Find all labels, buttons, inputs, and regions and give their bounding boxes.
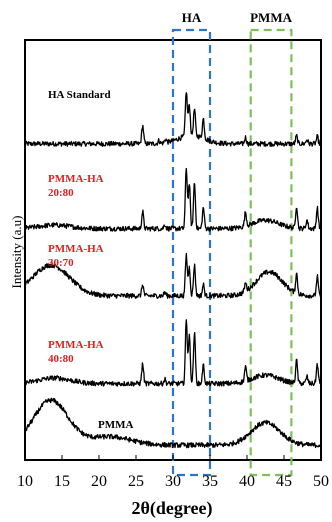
series-label-line: 30:70 [48,257,74,269]
y-axis-label: Intensity (a.u) [9,216,24,289]
series-label-line: 40:80 [48,353,74,365]
x-axis-label: 2θ(degree) [131,498,212,519]
highlight-region-label: HA [182,10,202,25]
series-trace [24,397,322,449]
series-label: HA Standard [48,89,111,101]
series-label: PMMA-HA 40:80 [48,339,104,365]
series-label: PMMA-HA 30:70 [48,243,104,269]
highlight-region-box [249,28,293,477]
series-trace [24,319,322,387]
series-label-line: PMMA-HA [48,339,104,351]
x-tick-label: 25 [128,473,144,490]
series-label: PMMA-HA 20:80 [48,173,104,199]
x-tick-label: 50 [313,473,329,490]
highlight-region-label: PMMA [250,10,292,25]
x-tick-label: 35 [202,473,218,490]
series-label-line: HA Standard [48,89,111,101]
highlight-region-box [171,28,212,477]
series-label: PMMA [98,419,133,431]
series-trace [24,92,322,147]
x-tick-label: 40 [239,473,255,490]
x-tick-label: 20 [91,473,107,490]
series-trace [24,167,322,232]
x-tick-label: 45 [276,473,292,490]
x-tick-label: 30 [165,473,181,490]
series-label-line: PMMA-HA [48,243,104,255]
series-label-line: 20:80 [48,187,74,199]
series-label-line: PMMA [98,419,133,431]
x-tick-label: 15 [54,473,70,490]
series-label-line: PMMA-HA [48,173,104,185]
x-tick-label: 10 [17,473,33,490]
series-trace [24,252,322,299]
